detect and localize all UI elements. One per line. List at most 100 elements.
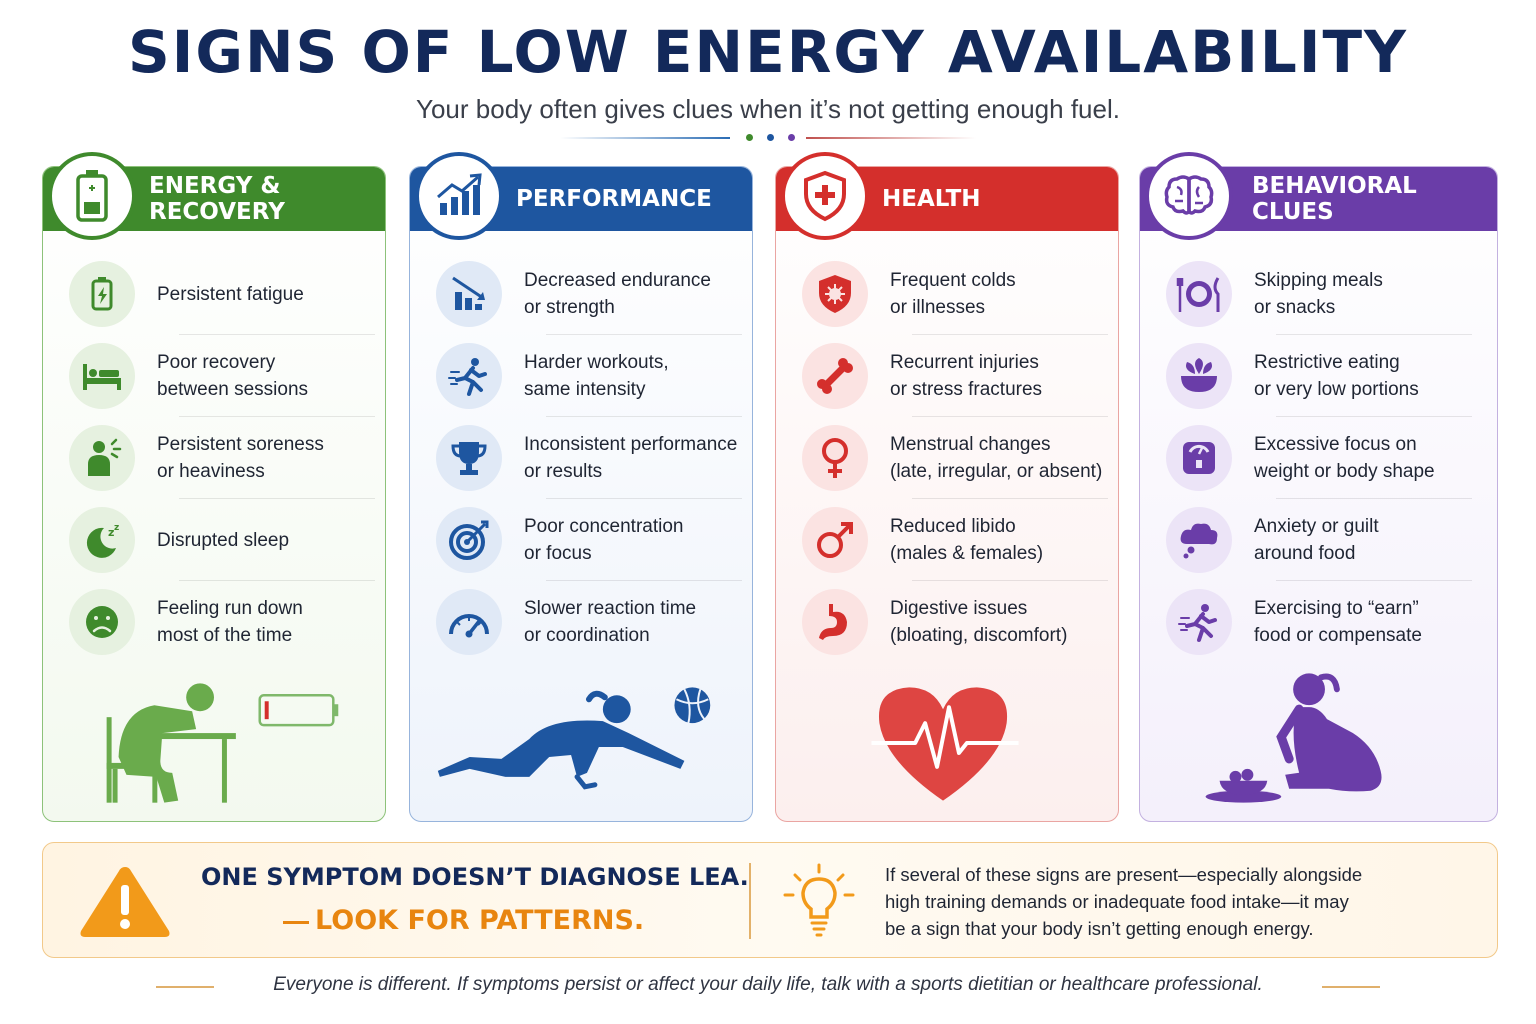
list-item: Restrictive eating or very low portions [1166,335,1472,417]
rising-chart-icon [415,152,503,240]
bed-icon [69,343,135,409]
card-health: HEALTH Frequent colds or illnesses Recurr… [775,166,1119,822]
list-item: Poor concentration or focus [436,499,742,581]
callout-emphasis: LOOK FOR PATTERNS. [315,905,645,936]
low-battery-icon [69,261,135,327]
patterns-callout: ONE SYMPTOM DOESN’T DIAGNOSE LEA. LOOK F… [42,842,1498,958]
item-text: (males & females) [890,543,1044,564]
item-text: or illnesses [890,297,986,318]
item-text: Persistent soreness [157,434,324,455]
note-line: be a sign that your body isn’t getting e… [885,918,1314,939]
salad-bowl-icon [1166,343,1232,409]
item-text: Skipping meals [1254,270,1383,291]
item-text: Excessive focus on [1254,434,1417,455]
item-text: Poor recovery [157,352,276,373]
item-text: (bloating, discomfort) [890,625,1068,646]
item-text: or heaviness [157,461,265,482]
declining-chart-icon [436,261,502,327]
item-text: around food [1254,543,1356,564]
item-text: weight or body shape [1254,461,1435,482]
item-text: food or compensate [1254,625,1422,646]
warning-icon [80,867,170,937]
list-item: Poor recovery between sessions [69,335,375,417]
note-line: high training demands or inadequate food… [885,891,1349,912]
list-item: Inconsistent performance or results [436,417,742,499]
item-text: Feeling run down [157,598,303,619]
list-item: Reduced libido (males & females) [802,499,1108,581]
list-item: Menstrual changes (late, irregular, or ab… [802,417,1108,499]
callout-note: If several of these signs are present—es… [885,861,1445,942]
item-text: or results [524,461,603,482]
list-item: Feeling run down most of the time [69,581,375,663]
list-item: Persistent fatigue [69,253,375,335]
lightbulb-icon [783,863,855,937]
item-text: or very low portions [1254,379,1419,400]
svg-text:z: z [108,526,114,539]
virus-shield-icon [802,261,868,327]
target-icon [436,507,502,573]
footer-line-left [156,986,214,988]
card-energy-recovery: ENERGY & RECOVERY Persistent fatigue Poo… [42,166,386,822]
item-text: Harder workouts, [524,352,669,373]
item-text: or coordination [524,625,650,646]
footer: Everyone is different. If symptoms persi… [0,974,1536,996]
list-item: Exercising to “earn” food or compensate [1166,581,1472,663]
bone-icon [802,343,868,409]
item-text: Menstrual changes [890,434,1051,455]
note-line: If several of these signs are present—es… [885,864,1363,885]
sad-face-icon [69,589,135,655]
item-text: Restrictive eating [1254,352,1400,373]
footer-text: Everyone is different. If symptoms persi… [273,974,1263,995]
item-text: (late, irregular, or absent) [890,461,1103,482]
list-item: Harder workouts, same intensity [436,335,742,417]
item-text: Slower reaction time [524,598,697,619]
card-performance: PERFORMANCE Decreased endurance or streng… [409,166,753,822]
list-item: Digestive issues (bloating, discomfort) [802,581,1108,663]
runner-icon [1166,589,1232,655]
item-text: or strength [524,297,615,318]
list-item: Skipping meals or snacks [1166,253,1472,335]
list-item: Anxiety or guilt around food [1166,499,1472,581]
item-text: or snacks [1254,297,1336,318]
list-item: Recurrent injuries or stress fractures [802,335,1108,417]
thought-cloud-icon [1166,507,1232,573]
page-subtitle: Your body often gives clues when it’s no… [416,94,1120,124]
callout-divider [749,863,751,939]
item-text: Anxiety or guilt [1254,516,1379,537]
title-divider [560,134,976,141]
shield-cross-icon [781,152,869,240]
female-symbol-icon [802,425,868,491]
item-text: Persistent fatigue [157,283,304,305]
list-item: Decreased endurance or strength [436,253,742,335]
tired-person-illustration [106,683,339,803]
page-title: SIGNS OF LOW ENERGY AVAILABILITY [127,18,1409,86]
footer-line-right [1322,986,1380,988]
item-text: or stress fractures [890,379,1043,400]
item-text: Disrupted sleep [157,529,290,551]
item-text: same intensity [524,379,646,400]
item-text: most of the time [157,625,293,646]
callout-headline: ONE SYMPTOM DOESN’T DIAGNOSE LEA. [201,863,749,891]
item-text: Digestive issues [890,598,1028,619]
male-symbol-icon [802,507,868,573]
speedometer-icon [436,589,502,655]
list-item: Slower reaction time or coordination [436,581,742,663]
item-text: Frequent colds [890,270,1016,291]
runner-icon [436,343,502,409]
battery-icon [48,152,136,240]
scale-icon [1166,425,1232,491]
item-text: Inconsistent performance [524,434,738,455]
list-item: Frequent colds or illnesses [802,253,1108,335]
plate-cutlery-icon [1166,261,1232,327]
list-item: Excessive focus on weight or body shape [1166,417,1472,499]
heart-rate-illustration [871,687,1019,801]
svg-text:z: z [114,523,119,533]
trophy-icon [436,425,502,491]
item-text: Reduced libido [890,516,1016,537]
sore-person-icon [69,425,135,491]
volleyball-player-illustration [437,687,711,790]
card-behavioral-clues: BEHAVIORAL CLUES Skipping meals or snacks… [1139,166,1498,822]
item-text: between sessions [157,379,309,400]
